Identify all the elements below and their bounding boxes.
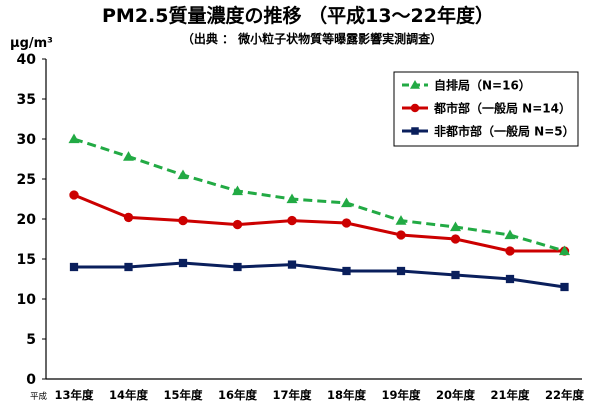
y-tick-label: 0 [26, 372, 36, 388]
legend: 自排局（N=16） 都市部（一般局 N=14） 非都市部（一般局 N=5） [393, 71, 579, 147]
data-point-square [560, 282, 569, 292]
x-tick-label: 14年度 [109, 388, 149, 402]
data-point-circle [505, 246, 515, 256]
data-point-square [287, 260, 297, 269]
series-line [74, 261, 565, 289]
data-point-square [342, 266, 351, 276]
x-tick-label: 21年度 [490, 388, 530, 402]
x-tick-label: 13年度 [54, 388, 94, 402]
data-point-circle [341, 218, 352, 228]
data-point-triangle [123, 151, 134, 161]
x-axis-era-prefix: 平成 [30, 391, 48, 402]
data-point-square [178, 258, 188, 268]
y-tick-label: 5 [26, 332, 36, 348]
series-line [73, 137, 565, 253]
data-point-triangle [395, 215, 407, 225]
data-point-square [411, 127, 419, 135]
chart-subtitle: （出典 ： 微小粒子状物質等曝露影響実測調査） [182, 31, 442, 46]
data-point-square [69, 262, 79, 272]
chart-title: PM2.5質量濃度の推移 （平成13～22年度） [102, 4, 494, 27]
data-point-triangle [410, 80, 420, 89]
data-point-square [124, 262, 133, 272]
x-tick-label: 18年度 [327, 388, 367, 402]
legend-label: 非都市部（一般局 N=5） [434, 124, 575, 139]
data-point-square [451, 270, 460, 280]
y-axis-unit: μg/m³ [10, 36, 53, 51]
data-point-circle [232, 219, 243, 230]
data-point-triangle [177, 169, 189, 180]
data-point-circle [69, 190, 79, 200]
data-point-square [396, 266, 406, 276]
y-tick-label: 40 [17, 52, 37, 68]
data-point-circle [396, 230, 406, 240]
y-tick-label: 30 [17, 132, 37, 148]
data-point-triangle [450, 221, 461, 232]
data-point-triangle [232, 185, 243, 196]
y-tick-label: 35 [17, 92, 36, 108]
series-3 [69, 258, 569, 292]
data-point-triangle [68, 133, 80, 144]
legend-label: 都市部（一般局 N=14） [433, 101, 571, 116]
data-point-circle [123, 212, 134, 223]
legend-label: 自排局（N=16） [434, 78, 531, 93]
x-tick-label: 20年度 [436, 388, 476, 402]
x-tick-label: 15年度 [163, 388, 203, 402]
data-point-circle [178, 215, 188, 226]
data-point-circle [450, 234, 461, 244]
data-point-square [505, 274, 515, 284]
series-line [73, 193, 565, 253]
x-tick-label: 19年度 [381, 388, 421, 402]
y-tick-label: 25 [17, 172, 36, 188]
series-2 [69, 190, 570, 256]
data-point-circle [410, 103, 420, 113]
x-tick-label: 17年度 [272, 388, 312, 402]
data-point-triangle [286, 193, 298, 204]
x-tick-label: 22年度 [545, 388, 585, 402]
data-point-square [233, 262, 242, 272]
data-point-triangle [504, 229, 516, 240]
data-point-circle [287, 215, 297, 226]
data-point-triangle [559, 245, 570, 256]
y-tick-label: 10 [17, 292, 37, 308]
y-tick-label: 15 [17, 252, 36, 268]
data-point-triangle [341, 197, 352, 208]
x-tick-label: 16年度 [218, 388, 258, 402]
y-tick-label: 20 [17, 212, 37, 228]
series-1 [68, 133, 570, 256]
